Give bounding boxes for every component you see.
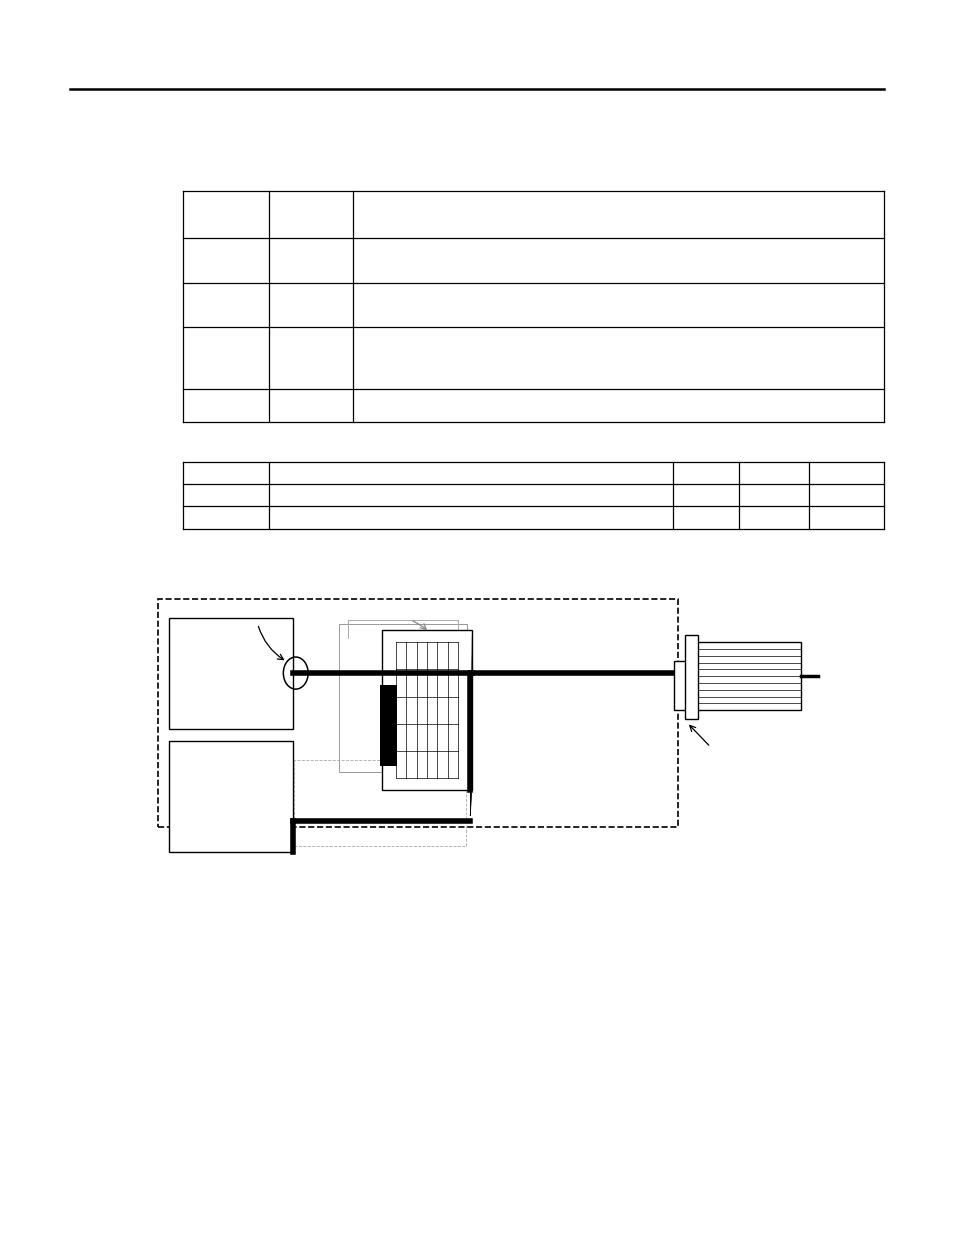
Bar [158,599,678,827]
Bar [684,635,698,719]
Bar [673,661,687,710]
Bar [379,685,396,766]
Bar [696,642,801,710]
Bar [294,760,465,846]
Bar [169,618,293,729]
Bar [169,741,293,852]
Bar [381,630,472,790]
Bar [338,624,467,772]
